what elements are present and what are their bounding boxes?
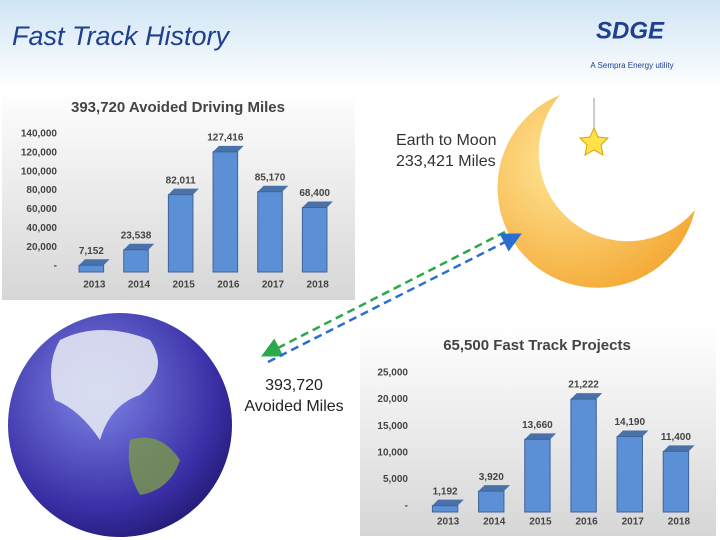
x-tick-label: 2015 [173, 280, 196, 291]
y-tick-label: 20,000 [26, 242, 57, 253]
bar [78, 264, 105, 273]
y-tick-label: 100,000 [21, 166, 58, 177]
x-tick-label: 2017 [622, 517, 645, 528]
y-tick-label: 80,000 [26, 185, 57, 196]
value-label: 3,920 [479, 472, 504, 483]
bar [662, 450, 690, 513]
bar [616, 436, 643, 513]
bar-top [432, 499, 464, 506]
arrow [267, 233, 522, 364]
x-tick-label: 2018 [668, 517, 691, 528]
value-label: 7,152 [79, 246, 104, 257]
earth-cloud [51, 330, 158, 440]
y-tick-label: 15,000 [377, 421, 408, 432]
y-tick-label: 10,000 [377, 447, 408, 458]
value-label: 23,538 [121, 230, 152, 241]
x-tick-label: 2017 [262, 280, 285, 291]
arrow [261, 230, 506, 357]
y-tick-label: - [405, 501, 408, 512]
bar [257, 191, 283, 273]
earth-land [128, 437, 180, 495]
bar-top [302, 201, 333, 208]
x-tick-label: 2016 [217, 280, 240, 291]
bar [301, 207, 328, 273]
y-tick-label: 40,000 [26, 223, 57, 234]
logo-tagline: A Sempra Energy utility [590, 61, 673, 70]
bar-top [478, 485, 510, 492]
bar-top [123, 243, 155, 250]
logo-brand: SDGE [596, 17, 665, 44]
header-band [0, 0, 720, 88]
annotation: 233,421 Miles [396, 153, 496, 170]
value-label: 13,660 [522, 420, 553, 431]
slide-title: Fast Track History [12, 21, 231, 51]
y-tick-label: 20,000 [377, 394, 408, 405]
annotation: Earth to Moon [396, 132, 497, 149]
y-tick-label: 140,000 [21, 129, 58, 140]
bar-top [617, 430, 649, 437]
bar-top [524, 433, 557, 440]
bar [478, 490, 505, 513]
x-tick-label: 2015 [529, 517, 552, 528]
bar [167, 194, 194, 273]
bar-top [79, 259, 110, 266]
x-tick-label: 2018 [307, 280, 330, 291]
value-label: 82,011 [166, 175, 196, 186]
x-tick-label: 2014 [128, 280, 151, 291]
value-label: 127,416 [207, 133, 244, 144]
value-label: 68,400 [299, 188, 330, 199]
value-label: 85,170 [255, 172, 286, 183]
bar-top [168, 188, 199, 195]
y-tick-label: 60,000 [26, 204, 57, 215]
x-tick-label: 2013 [437, 517, 460, 528]
y-tick-label: - [54, 261, 57, 272]
bar [212, 151, 239, 273]
bar-top [257, 185, 289, 192]
bar-top [570, 393, 603, 400]
value-label: 11,400 [661, 432, 691, 443]
bar [524, 438, 551, 513]
y-tick-label: 120,000 [21, 147, 58, 158]
annotation: Avoided Miles [244, 398, 343, 415]
annotation: 393,720 [265, 377, 323, 394]
y-tick-label: 5,000 [383, 474, 408, 485]
moon [497, 95, 695, 288]
x-tick-label: 2016 [575, 517, 598, 528]
chart-title: 393,720 Avoided Driving Miles [71, 99, 285, 116]
bar [431, 505, 459, 513]
value-label: 1,192 [433, 486, 458, 497]
x-tick-label: 2014 [483, 517, 506, 528]
bar-top [663, 445, 695, 452]
value-label: 14,190 [614, 417, 645, 428]
star [578, 126, 610, 156]
value-label: 21,222 [568, 380, 599, 391]
x-tick-label: 2013 [83, 280, 106, 291]
chart-title: 65,500 Fast Track Projects [443, 337, 631, 354]
bar [123, 249, 149, 273]
bar [570, 398, 597, 513]
y-tick-label: 25,000 [377, 368, 408, 379]
bar-top [213, 145, 244, 152]
